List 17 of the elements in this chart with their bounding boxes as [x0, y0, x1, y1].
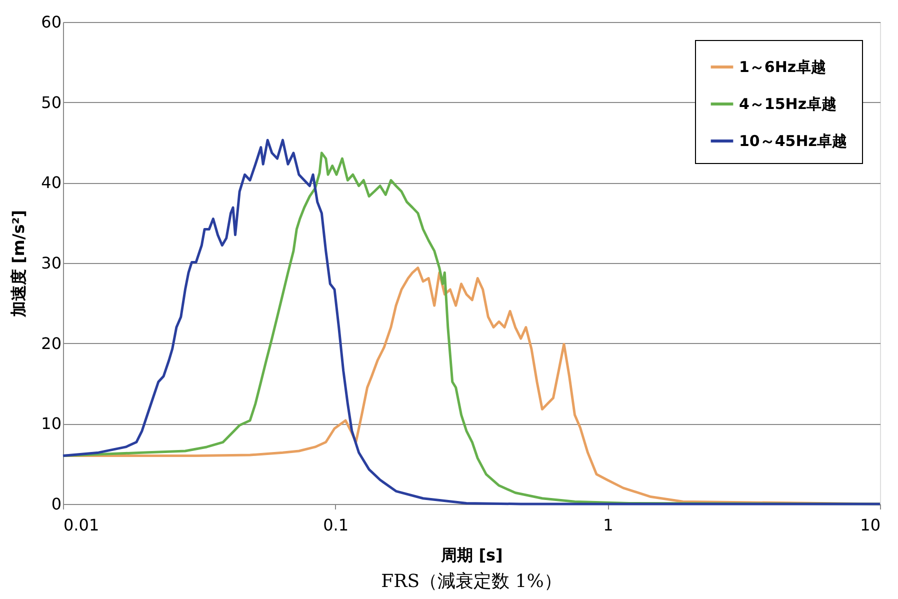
- legend-label: 1～6Hz卓越: [739, 58, 826, 76]
- y-tick-label: 50: [41, 92, 62, 112]
- x-tick-label: 0.1: [323, 516, 349, 534]
- y-tick-label: 40: [41, 173, 62, 192]
- y-tick-label: 0: [51, 494, 62, 514]
- y-tick-label: 10: [41, 414, 62, 434]
- x-tick-label: 1: [603, 516, 614, 534]
- x-tick-label: 0.01: [64, 516, 100, 534]
- text: FRS（減衰定数 1%）: [381, 571, 562, 592]
- x-tick-label: 10: [860, 516, 880, 534]
- y-tick-label: 30: [41, 254, 62, 272]
- y-axis-title: 加速度 [m/s²]: [9, 210, 28, 318]
- y-tick-label: 20: [41, 334, 62, 353]
- y-tick-label: 60: [41, 12, 62, 32]
- x-axis-title: 周期 [s]: [440, 546, 503, 564]
- legend-label: 10～45Hz卓越: [739, 132, 848, 150]
- legend-label: 4～15Hz卓越: [739, 95, 837, 113]
